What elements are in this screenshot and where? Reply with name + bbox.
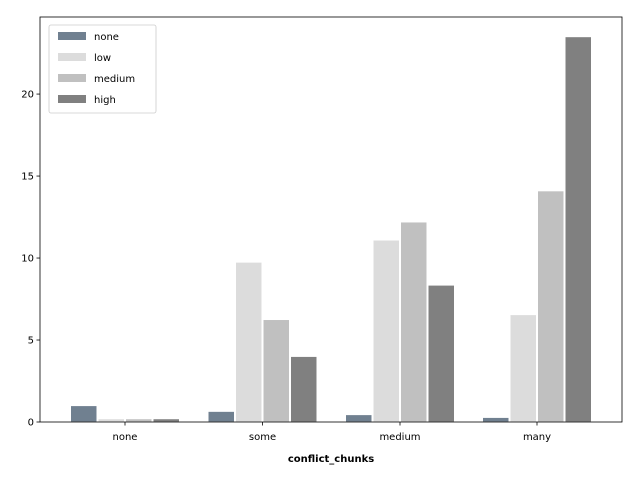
bar-low-many [509, 314, 537, 423]
legend-swatch-low [58, 53, 86, 61]
y-tick-label: 15 [21, 172, 34, 183]
x-tick-label-medium: medium [379, 432, 420, 443]
legend-label-low: low [94, 53, 111, 64]
y-tick-label: 20 [21, 90, 34, 101]
legend-swatch-high [58, 95, 86, 103]
y-tick-label: 5 [28, 336, 34, 347]
legend-box [48, 24, 157, 114]
bar-none-none [70, 405, 98, 423]
plot-frame [39, 16, 623, 423]
bar-high-some [290, 355, 318, 423]
legend-swatch-medium [58, 74, 86, 82]
bar-medium-medium [400, 221, 428, 423]
x-tick-label-none: none [113, 432, 138, 443]
y-tick-label: 10 [21, 254, 34, 265]
legend-swatch-none [58, 32, 86, 40]
bar-none-medium [345, 414, 373, 423]
bars-group [70, 36, 592, 423]
y-axis: 0 5 10 15 20 [21, 90, 40, 429]
bar-medium-none [125, 418, 153, 423]
y-tick-label: 0 [28, 418, 34, 429]
bar-low-medium [372, 239, 400, 423]
bar-medium-many [537, 190, 565, 423]
bar-low-some [235, 261, 263, 423]
bar-none-many [482, 416, 510, 423]
bar-low-none [97, 418, 125, 423]
x-tick-label-some: some [249, 432, 276, 443]
legend-label-high: high [94, 95, 116, 106]
bar-high-many [564, 36, 592, 423]
legend-label-none: none [94, 32, 119, 43]
x-tick-label-many: many [523, 432, 551, 443]
bar-none-some [207, 410, 235, 423]
legend: none low medium high [48, 24, 157, 114]
x-axis-label: conflict_chunks [288, 454, 374, 465]
bar-high-medium [427, 284, 455, 423]
legend-label-medium: medium [94, 74, 135, 85]
bar-high-none [152, 418, 180, 423]
bar-medium-some [262, 319, 290, 423]
x-axis: none some medium many [113, 422, 551, 443]
